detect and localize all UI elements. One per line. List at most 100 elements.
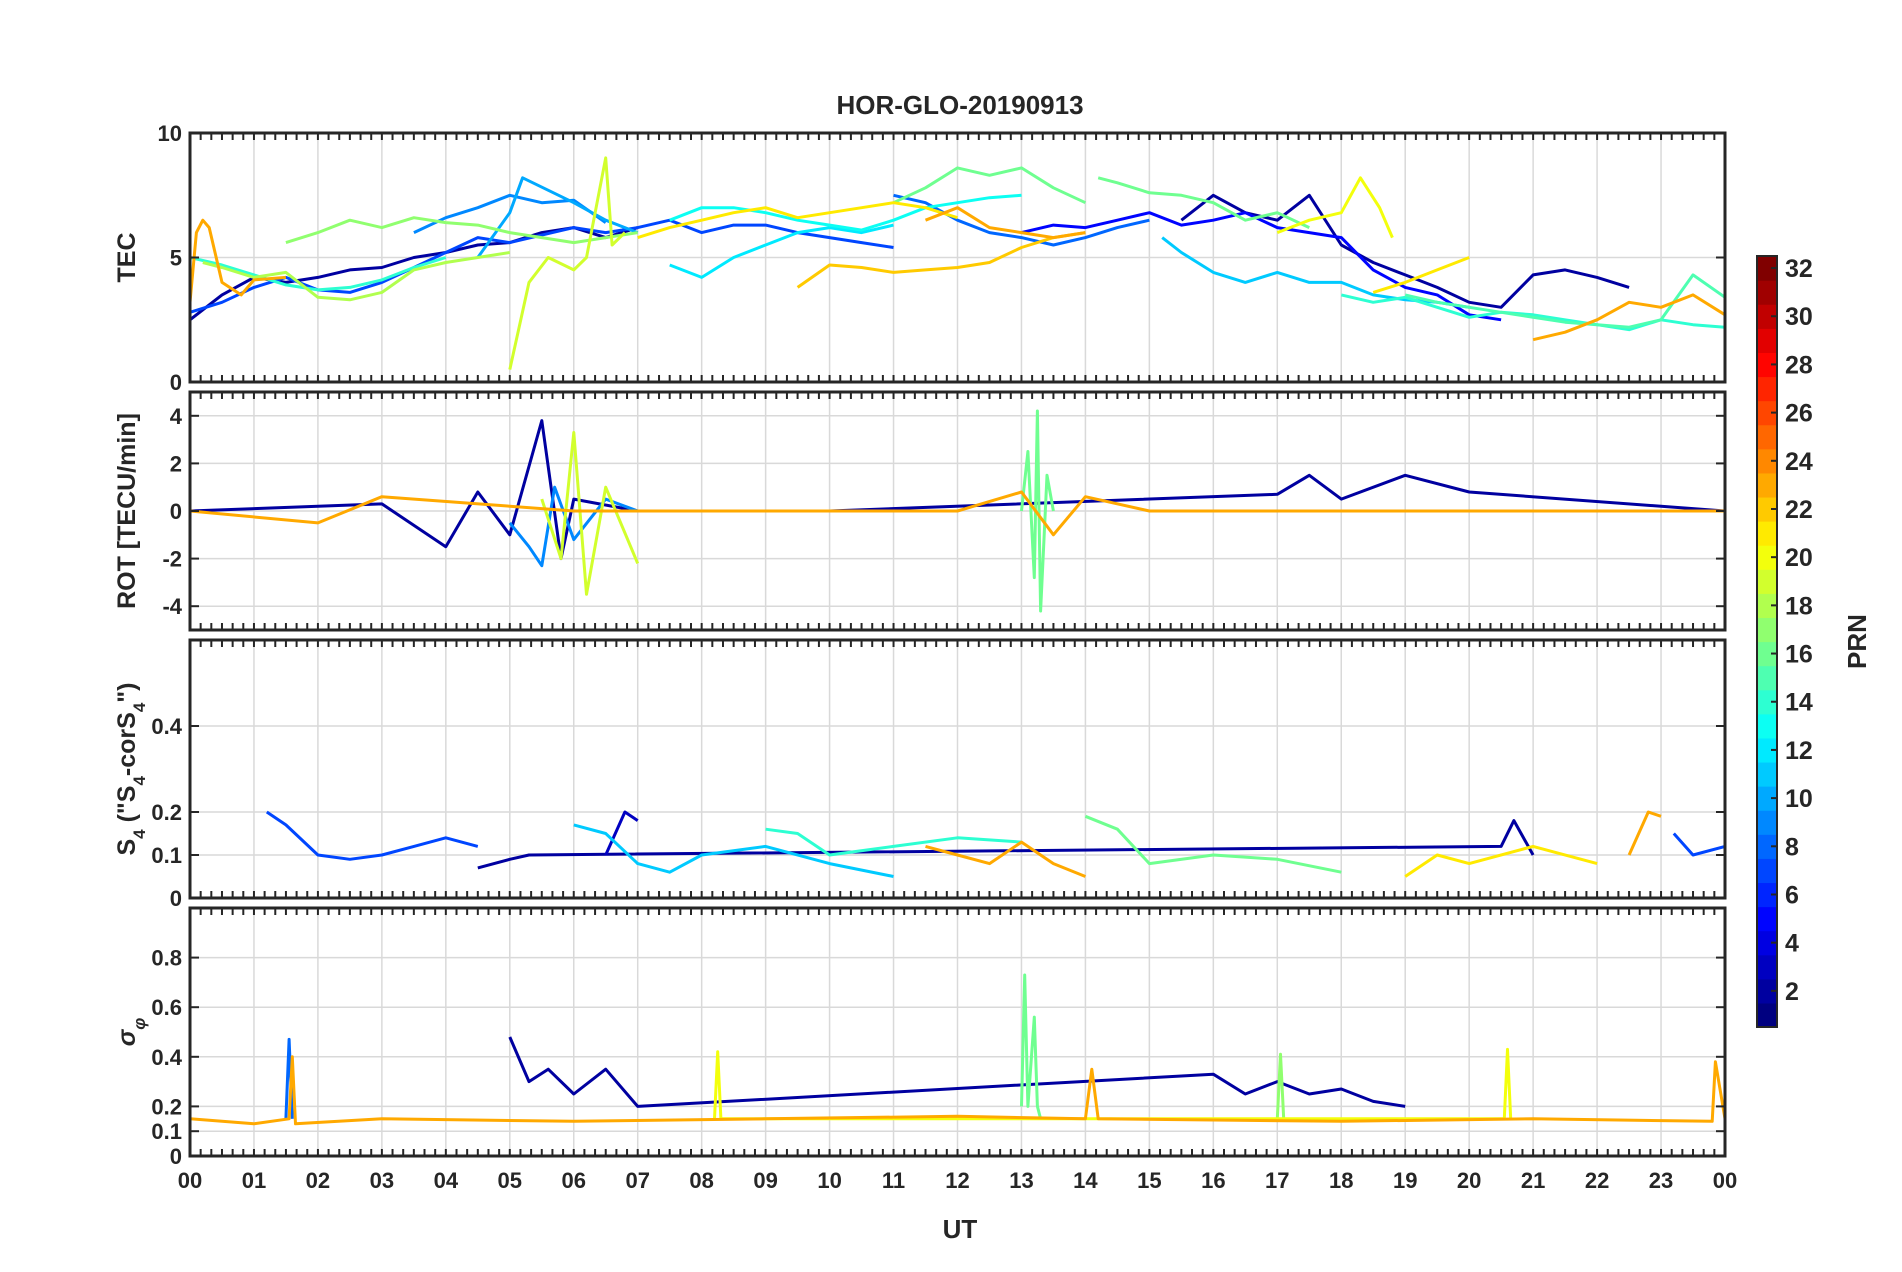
colorbar-segment <box>1757 1002 1777 1028</box>
y-axis-label: σφ <box>113 1018 149 1047</box>
series-line-prn-23 <box>924 206 1086 240</box>
y-tick-label: 0.8 <box>151 946 182 971</box>
colorbar-segment <box>1757 786 1777 811</box>
colorbar-segment <box>1757 448 1777 474</box>
x-tick-label: 23 <box>1649 1168 1673 1193</box>
x-tick-label: 02 <box>306 1168 330 1193</box>
colorbar-segment <box>1757 713 1777 739</box>
y-tick-label: 0 <box>170 886 182 911</box>
y-axis-label: TEC <box>113 233 141 283</box>
y-tick-label: 0.2 <box>151 800 182 825</box>
series-line-prn-8 <box>893 193 1150 247</box>
colorbar-segment <box>1757 400 1777 426</box>
series-line-prn-21 <box>637 201 958 240</box>
colorbar-segment <box>1757 328 1777 353</box>
colorbar-segment <box>1757 545 1777 570</box>
colorbar-frame <box>1756 255 1778 1028</box>
colorbar-tick-label: 6 <box>1785 881 1799 909</box>
series-line-prn-23 <box>925 840 1086 878</box>
colorbar-segment <box>1757 472 1777 498</box>
panel-tec: 0 5 10 TEC <box>113 121 1727 395</box>
x-tick-label: 21 <box>1521 1168 1545 1193</box>
x-tick-label: 00 <box>1713 1168 1737 1193</box>
y-tick-label: 0 <box>170 1144 182 1169</box>
series-line-prn-16 <box>1020 973 1043 1120</box>
colorbar-label: PRN <box>1842 614 1872 669</box>
panel-rot: -4 -2 0 2 4 ROT [TECU/min] <box>113 390 1727 632</box>
series-line-prn-14 <box>765 827 1022 857</box>
series-line-prn-16 <box>892 166 1087 205</box>
series-line-prn-16 <box>1020 409 1055 613</box>
axes-frame <box>188 390 1727 632</box>
y-tick-label: -2 <box>162 547 182 572</box>
series-group <box>190 409 1725 613</box>
colorbar-segment <box>1757 978 1777 1004</box>
y-axis-label: ROT [TECU/min] <box>113 413 141 609</box>
colorbar-segment <box>1757 569 1777 594</box>
colorbar-segment <box>1757 617 1777 643</box>
series-line-prn-23 <box>190 490 1725 537</box>
series-line-prn-18 <box>202 251 511 302</box>
series-line-prn-11 <box>573 823 894 878</box>
colorbar-segment <box>1757 834 1777 859</box>
x-tick-label: 04 <box>434 1168 459 1193</box>
x-tick-label: 16 <box>1201 1168 1225 1193</box>
series-line-prn-7 <box>1672 832 1725 857</box>
y-tick-label: 0.4 <box>151 1045 182 1070</box>
colorbar-segment <box>1757 352 1777 378</box>
x-tick-label: 07 <box>625 1168 649 1193</box>
x-tick-label: 10 <box>817 1168 841 1193</box>
series-line-prn-19 <box>508 156 626 370</box>
series-line-prn-20 <box>1276 176 1394 239</box>
x-tick-label: 11 <box>882 1168 905 1193</box>
colorbar-tick-label: 4 <box>1785 930 1799 958</box>
series-group <box>190 973 1725 1126</box>
series-group <box>190 156 1725 370</box>
y-tick-label: 2 <box>170 451 182 476</box>
y-tick-label: 0.4 <box>151 714 182 739</box>
x-tick-label: 17 <box>1265 1168 1289 1193</box>
colorbar-tick-label: 22 <box>1785 496 1813 524</box>
colorbar-segment <box>1757 304 1777 329</box>
series-line-prn-19 <box>540 431 640 596</box>
series-line-prn-9 <box>508 485 639 568</box>
y-tick-label: 0.2 <box>151 1094 182 1119</box>
colorbar-tick-label: 26 <box>1785 400 1813 428</box>
series-line-prn-2 <box>477 819 1535 870</box>
panel-s4: 0 0.1 0.2 0.4S4 ("S4-corS4") <box>113 638 1727 911</box>
series-line-prn-23 <box>190 1055 1725 1126</box>
y-tick-label: 0.6 <box>151 995 182 1020</box>
colorbar-segment <box>1757 376 1777 402</box>
y-tick-label: 0.1 <box>151 1119 182 1144</box>
series-line-prn-22 <box>796 231 1086 289</box>
y-tick-label: 0 <box>170 370 182 395</box>
series-line-prn-15 <box>1404 273 1725 329</box>
x-tick-label: 19 <box>1393 1168 1417 1193</box>
colorbar-segment <box>1757 761 1777 787</box>
colorbar-segment <box>1757 256 1777 281</box>
y-tick-label: 0 <box>170 499 182 524</box>
x-tick-label: 12 <box>945 1168 969 1193</box>
colorbar-tick-label: 18 <box>1785 592 1813 620</box>
series-group <box>265 810 1725 878</box>
x-tick-label: 01 <box>242 1168 266 1193</box>
chart-title: HOR-GLO-20190913 <box>836 90 1083 120</box>
colorbar-segment <box>1757 641 1777 667</box>
series-line-prn-2 <box>1180 193 1630 309</box>
x-tick-label: 13 <box>1009 1168 1033 1193</box>
y-tick-label: 4 <box>170 404 183 429</box>
panel-sigma_phi: 00.10.2 0.4 0.6 0.8 σφ <box>113 906 1727 1169</box>
series-line-prn-16 <box>1097 176 1310 229</box>
series-line-prn-5 <box>1021 211 1502 322</box>
colorbar-tick-label: 8 <box>1785 833 1799 861</box>
colorbar-tick-label: 20 <box>1785 544 1813 572</box>
x-tick-label: 15 <box>1137 1168 1161 1193</box>
x-tick-label: 20 <box>1457 1168 1481 1193</box>
colorbar-tick-label: 16 <box>1785 641 1813 669</box>
series-line-prn-7 <box>190 218 894 314</box>
x-tick-label: 14 <box>1073 1168 1098 1193</box>
y-tick-label: -4 <box>162 594 182 619</box>
series-line-prn-2 <box>190 419 1725 561</box>
